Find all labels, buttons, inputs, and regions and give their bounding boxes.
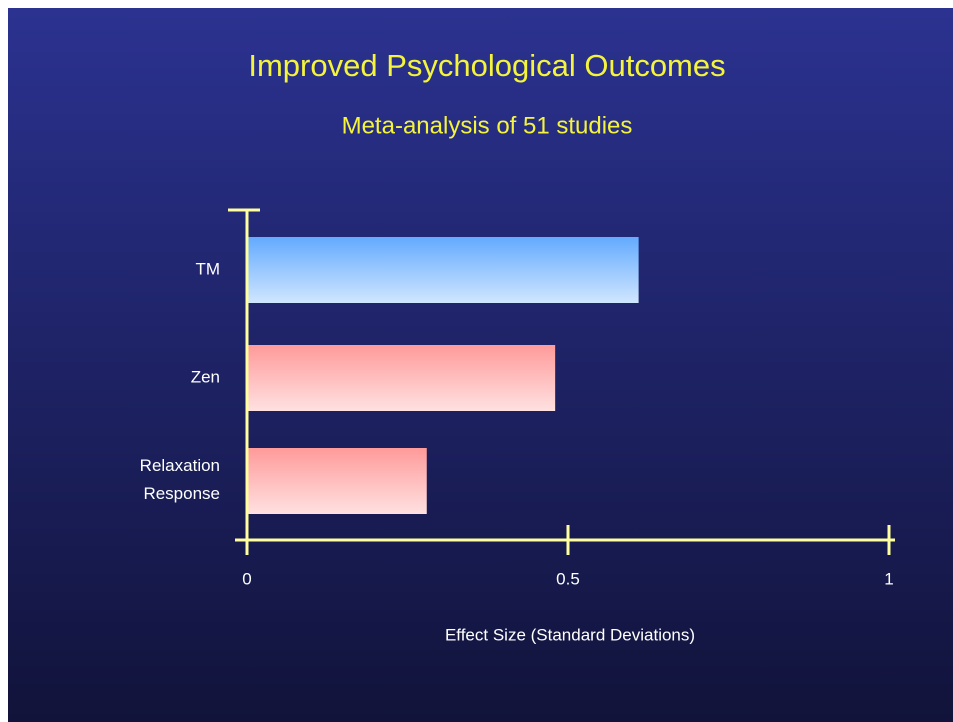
x-tick-label: 0.5 — [556, 569, 580, 588]
bar — [247, 237, 639, 303]
y-tick-label: Zen — [191, 367, 220, 386]
x-axis-label: Effect Size (Standard Deviations) — [445, 625, 695, 644]
x-tick-label: 1 — [884, 569, 893, 588]
chart-title: Improved Psychological Outcomes — [248, 48, 725, 83]
bar — [247, 448, 427, 514]
y-tick-label: Relaxation Response — [140, 456, 220, 503]
chart-subtitle: Meta-analysis of 51 studies — [342, 112, 633, 139]
y-tick-label: TM — [195, 259, 220, 278]
x-tick-label: 0 — [242, 569, 251, 588]
bar — [247, 345, 556, 411]
